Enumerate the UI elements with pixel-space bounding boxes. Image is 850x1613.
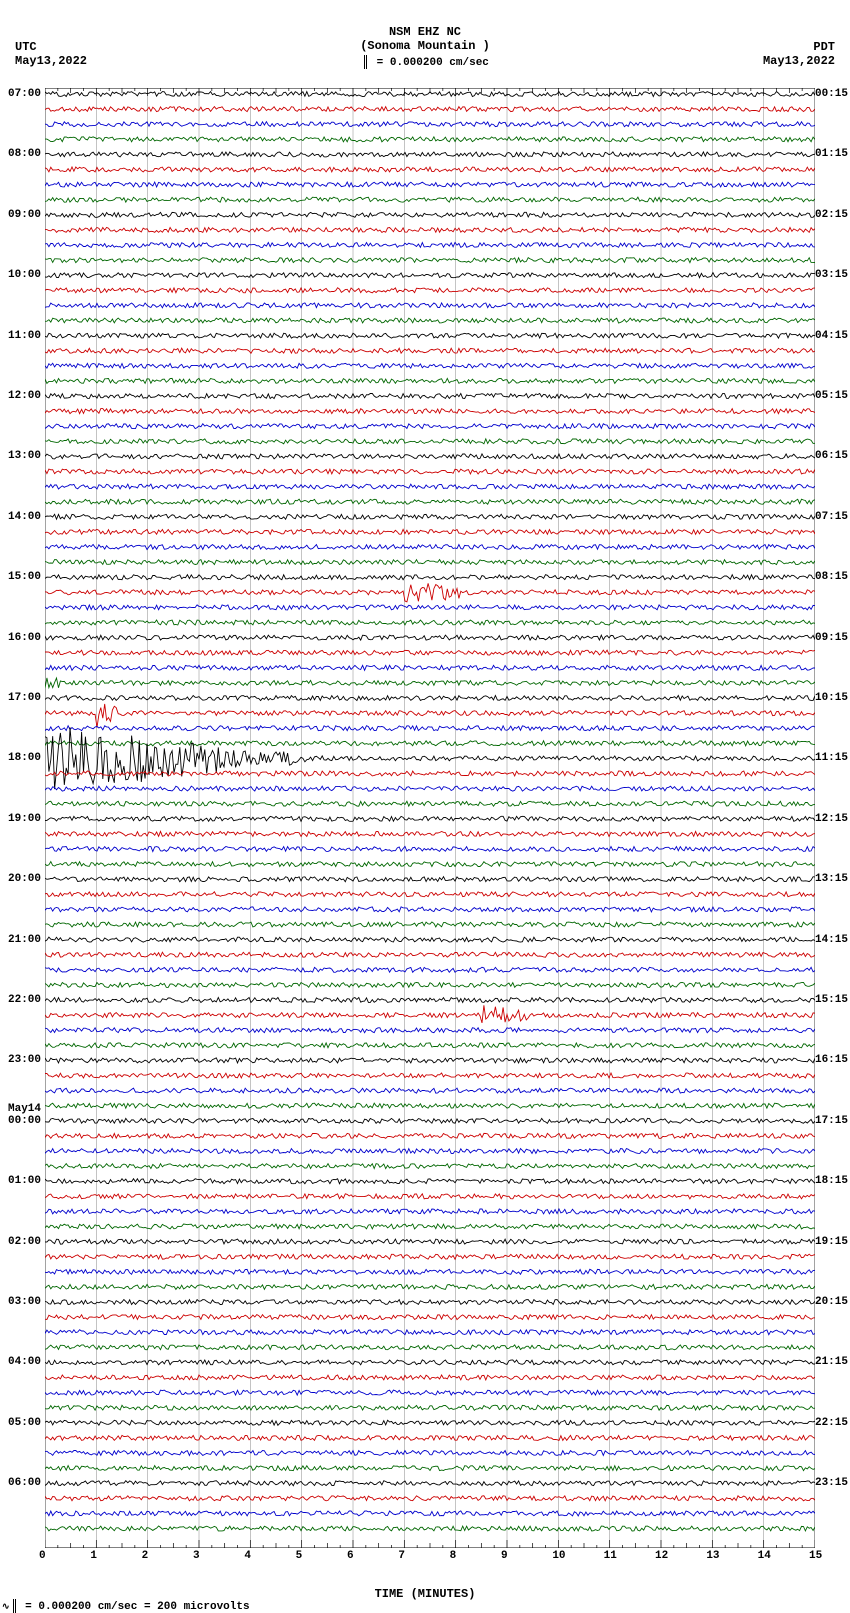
pdt-time-label: 18:15 xyxy=(815,1175,848,1187)
x-tick: 12 xyxy=(655,1550,668,1562)
utc-time-label: 12:00 xyxy=(8,390,41,402)
pdt-time-label: 22:15 xyxy=(815,1417,848,1429)
pdt-time-label: 01:15 xyxy=(815,148,848,160)
x-tick: 0 xyxy=(39,1550,46,1562)
utc-time-label: 11:00 xyxy=(8,330,41,342)
x-tick: 2 xyxy=(142,1550,149,1562)
x-tick: 13 xyxy=(706,1550,719,1562)
utc-time-label: 23:00 xyxy=(8,1054,41,1066)
pdt-time-label: 17:15 xyxy=(815,1115,848,1127)
x-tick: 7 xyxy=(398,1550,405,1562)
pdt-time-label: 10:15 xyxy=(815,692,848,704)
pdt-time-label: 16:15 xyxy=(815,1054,848,1066)
utc-time-label: 17:00 xyxy=(8,692,41,704)
utc-time-label: 10:00 xyxy=(8,269,41,281)
utc-date: May13,2022 xyxy=(15,54,87,68)
utc-time-label: May1400:00 xyxy=(8,1103,41,1127)
utc-time-label: 08:00 xyxy=(8,148,41,160)
plot-area xyxy=(45,88,815,1548)
seismogram-container: NSM EHZ NC (Sonoma Mountain ) = 0.000200… xyxy=(0,0,850,1613)
pdt-time-label: 03:15 xyxy=(815,269,848,281)
utc-time-label: 02:00 xyxy=(8,1236,41,1248)
utc-time-label: 04:00 xyxy=(8,1356,41,1368)
pdt-time-label: 14:15 xyxy=(815,934,848,946)
utc-time-label: 20:00 xyxy=(8,873,41,885)
utc-time-label: 15:00 xyxy=(8,571,41,583)
pdt-time-label: 08:15 xyxy=(815,571,848,583)
pdt-time-label: 19:15 xyxy=(815,1236,848,1248)
x-tick: 15 xyxy=(809,1550,822,1562)
pdt-time-label: 02:15 xyxy=(815,209,848,221)
utc-time-label: 09:00 xyxy=(8,209,41,221)
pdt-date: May13,2022 xyxy=(763,54,835,68)
x-tick: 6 xyxy=(347,1550,354,1562)
pdt-time-label: 12:15 xyxy=(815,813,848,825)
x-tick: 11 xyxy=(604,1550,617,1562)
x-tick: 3 xyxy=(193,1550,200,1562)
utc-header: UTC May13,2022 xyxy=(15,40,87,68)
utc-tz-label: UTC xyxy=(15,40,87,54)
utc-time-label: 22:00 xyxy=(8,994,41,1006)
x-tick: 9 xyxy=(501,1550,508,1562)
pdt-time-label: 00:15 xyxy=(815,88,848,100)
station-name: (Sonoma Mountain ) xyxy=(0,39,850,53)
pdt-time-label: 06:15 xyxy=(815,450,848,462)
utc-time-label: 18:00 xyxy=(8,752,41,764)
utc-time-label: 01:00 xyxy=(8,1175,41,1187)
utc-time-label: 07:00 xyxy=(8,88,41,100)
pdt-time-label: 09:15 xyxy=(815,632,848,644)
pdt-header: PDT May13,2022 xyxy=(763,40,835,68)
pdt-time-label: 04:15 xyxy=(815,330,848,342)
x-tick: 5 xyxy=(296,1550,303,1562)
pdt-time-label: 05:15 xyxy=(815,390,848,402)
chart-header: NSM EHZ NC (Sonoma Mountain ) = 0.000200… xyxy=(0,0,850,69)
utc-time-label: 19:00 xyxy=(8,813,41,825)
station-code: NSM EHZ NC xyxy=(0,25,850,39)
pdt-time-label: 13:15 xyxy=(815,873,848,885)
footer-scale: ∿ = 0.000200 cm/sec = 200 microvolts xyxy=(2,1599,250,1613)
utc-time-label: 05:00 xyxy=(8,1417,41,1429)
pdt-time-label: 07:15 xyxy=(815,511,848,523)
scale-indicator: = 0.000200 cm/sec xyxy=(0,55,850,69)
pdt-time-label: 23:15 xyxy=(815,1477,848,1489)
utc-time-label: 03:00 xyxy=(8,1296,41,1308)
x-tick: 8 xyxy=(450,1550,457,1562)
pdt-time-label: 15:15 xyxy=(815,994,848,1006)
scale-bar-icon xyxy=(13,1599,16,1613)
x-tick: 10 xyxy=(552,1550,565,1562)
pdt-time-label: 20:15 xyxy=(815,1296,848,1308)
seismogram-svg xyxy=(45,88,815,1548)
scale-bar-icon xyxy=(364,55,367,69)
x-tick: 1 xyxy=(90,1550,97,1562)
utc-time-label: 13:00 xyxy=(8,450,41,462)
pdt-tz-label: PDT xyxy=(763,40,835,54)
x-tick: 14 xyxy=(758,1550,771,1562)
x-tick: 4 xyxy=(244,1550,251,1562)
utc-time-label: 21:00 xyxy=(8,934,41,946)
utc-time-label: 14:00 xyxy=(8,511,41,523)
pdt-time-label: 11:15 xyxy=(815,752,848,764)
utc-time-label: 06:00 xyxy=(8,1477,41,1489)
utc-time-label: 16:00 xyxy=(8,632,41,644)
x-tick-labels: 0123456789101112131415 xyxy=(45,1550,815,1564)
pdt-time-label: 21:15 xyxy=(815,1356,848,1368)
